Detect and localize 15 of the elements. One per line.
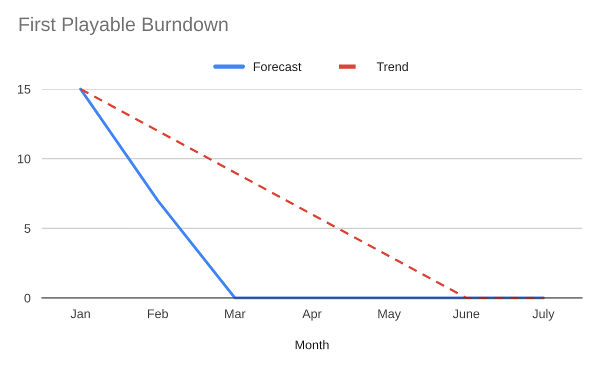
y-tick-label: 10 (18, 154, 30, 164)
x-tick-label: Apr (302, 309, 322, 321)
x-tick-label: Mar (225, 309, 246, 318)
legend-label: Forecast (254, 62, 302, 72)
x-axis-title: Month (296, 340, 329, 350)
y-tick-label: 5 (24, 224, 30, 233)
chart-title: First Playable Burndown (20, 16, 228, 36)
x-tick-label: Jan (70, 309, 90, 318)
y-tick-label: 0 (24, 294, 30, 303)
x-tick-label: July (532, 309, 555, 321)
y-tick-label: 15 (18, 84, 30, 94)
legend-label: Trend (376, 62, 408, 72)
x-tick-label: May (378, 309, 401, 321)
x-tick-label: Feb (148, 309, 168, 318)
x-tick-label: June (452, 309, 480, 318)
